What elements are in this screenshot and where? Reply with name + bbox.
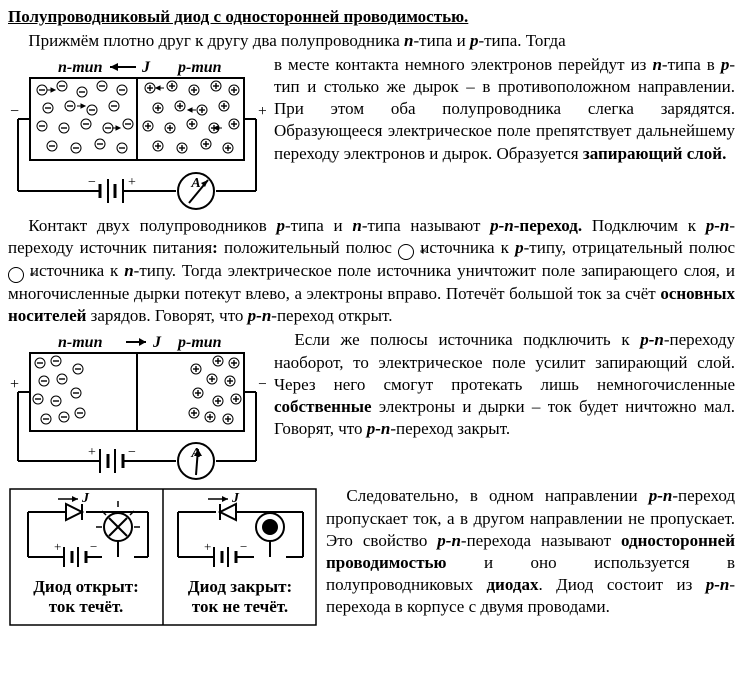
svg-text:+: + [204, 539, 211, 554]
t: -типа. Тогда [478, 31, 565, 50]
n: n [404, 31, 413, 50]
section-1: Прижмём плотно друг к другу два полупров… [8, 30, 735, 213]
svg-text:−: − [258, 376, 266, 393]
t: Следовательно, в одном направлении [346, 486, 648, 505]
p2: Контакт двух полупроводников p-типа и n-… [8, 215, 735, 327]
n: n [124, 261, 133, 280]
section-4: J + − Диод открыт: [8, 485, 735, 629]
svg-text:+: + [258, 103, 266, 120]
page-title: Полупроводниковый диод с односторонней п… [8, 6, 735, 28]
p: p [277, 216, 286, 235]
svg-text:−: − [240, 539, 247, 554]
svg-text:+: + [88, 445, 96, 460]
figure-diode-circuits: J + − Диод открыт: [8, 487, 318, 627]
svg-text:+: + [128, 175, 136, 190]
pn: p-n [706, 575, 730, 594]
t: -типа и [414, 31, 470, 50]
t: -типа в [662, 55, 721, 74]
t: -переход открыт. [271, 306, 392, 325]
t: -переход закрыт. [390, 419, 510, 438]
t: Контакт двух полупроводников [28, 216, 276, 235]
t: зарядов. Говорят, что [86, 306, 247, 325]
t-bold: запирающий слой. [583, 144, 726, 163]
t: в месте контакта немного электронов пере… [274, 55, 652, 74]
n-label: n-тип [58, 334, 103, 351]
t: -типу, отрицательный полюс [524, 238, 735, 257]
n: n [352, 216, 361, 235]
t: Прижмём плотно друг к другу два полупров… [28, 31, 404, 50]
t: источника к [414, 238, 515, 257]
t: -переход. [514, 216, 582, 235]
ammeter-label: A [190, 176, 200, 191]
t: -перехода называют [461, 531, 621, 550]
svg-text:+: + [54, 539, 61, 554]
svg-text:−: − [128, 445, 136, 460]
svg-text:ток течёт.: ток течёт. [49, 597, 124, 616]
svg-text:Диод закрыт:: Диод закрыт: [188, 577, 292, 596]
pn: p-n [248, 306, 272, 325]
n: n [652, 55, 661, 74]
svg-text:J: J [231, 491, 240, 506]
pn: p-n [437, 531, 461, 550]
j-label: J [141, 59, 151, 76]
pn: p-n [490, 216, 514, 235]
plus-icon: + [398, 244, 414, 260]
t: источника к [24, 261, 124, 280]
t-bold: диодах [486, 575, 538, 594]
t: Если же полюсы источника подключить к [294, 330, 640, 349]
j-label: J [152, 334, 162, 351]
pn: p-n [706, 216, 730, 235]
t: -типа называют [362, 216, 490, 235]
t: . Диод состоит из [538, 575, 705, 594]
svg-text:ток не течёт.: ток не течёт. [192, 597, 288, 616]
n-label: n-тип [58, 59, 103, 76]
pn: p-n [367, 419, 391, 438]
t: Подключим к [582, 216, 706, 235]
figure-pn-open: n-тип p-тип J [8, 56, 266, 211]
p-label: p-тип [176, 334, 222, 351]
svg-text:−: − [88, 175, 96, 190]
minus-icon: − [8, 267, 24, 283]
svg-text:+: + [10, 376, 19, 393]
t-bold: собственные [274, 397, 372, 416]
svg-text:−: − [10, 103, 19, 120]
figure-pn-closed: n-тип p-тип J [8, 331, 266, 481]
svg-text:−: − [90, 539, 97, 554]
p1-lead: Прижмём плотно друг к другу два полупров… [8, 30, 735, 52]
t: положительный полюс [218, 238, 398, 257]
p: p [515, 238, 524, 257]
t: -типа и [285, 216, 352, 235]
section-3: n-тип p-тип J [8, 329, 735, 483]
p-label: p-тип [176, 59, 222, 76]
pn: p-n [640, 330, 664, 349]
pn: p-n [649, 486, 673, 505]
svg-text:J: J [81, 491, 90, 506]
svg-text:Диод открыт:: Диод открыт: [33, 577, 139, 596]
